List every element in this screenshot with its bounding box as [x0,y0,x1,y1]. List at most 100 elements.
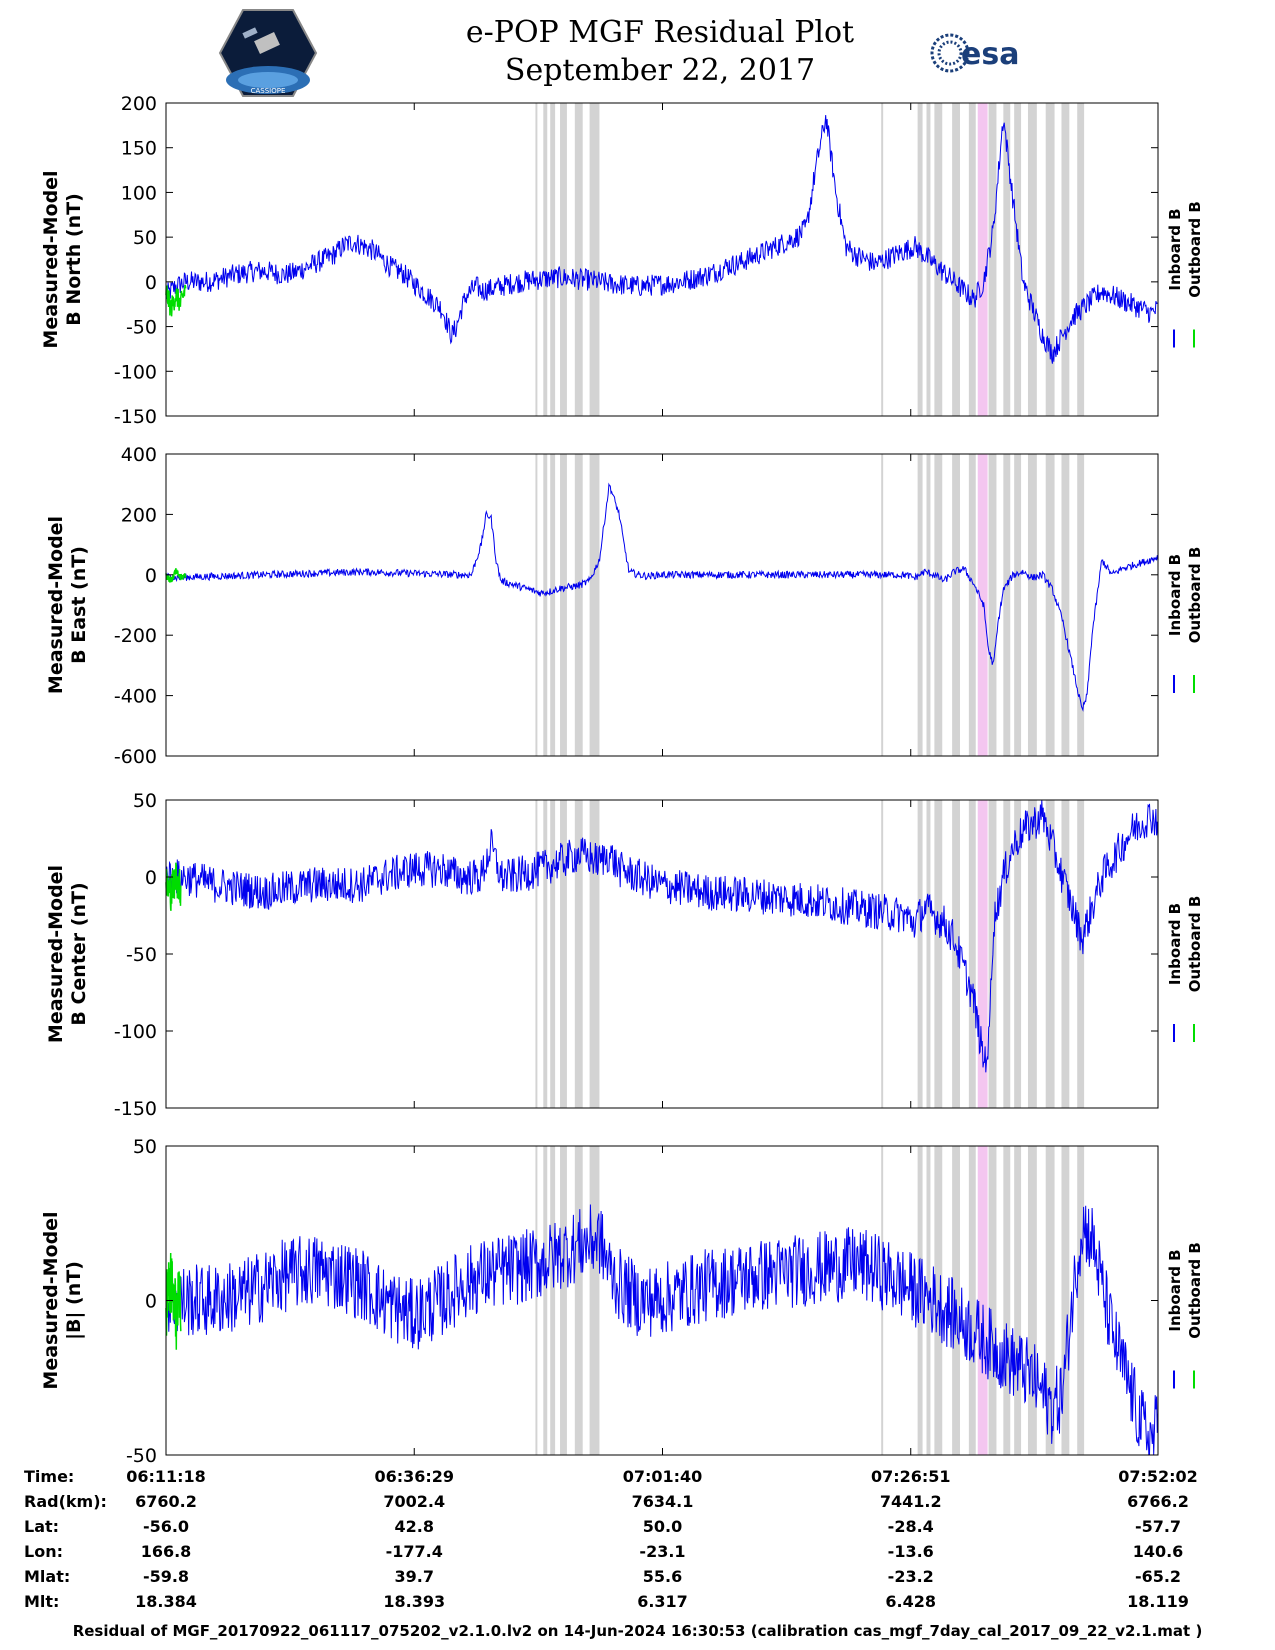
y-axis-label-line1: Measured-Model [40,1211,62,1389]
gray-band [1061,800,1070,1108]
legend-outboard-label: Outboard B [1186,896,1204,993]
y-tick-label: 50 [133,227,157,249]
y-tick-label: 200 [121,93,157,115]
gray-band [1077,454,1085,756]
y-axis-label-line2: B Center (nT) [68,882,90,1025]
y-tick-label: -600 [114,746,157,768]
gray-band [560,1146,567,1455]
gray-band [917,800,923,1108]
table-row-label: Time: [24,1467,74,1486]
gray-band [1003,103,1011,416]
gray-band [535,103,538,416]
table-cell: -59.8 [143,1567,189,1586]
series-outboard-line [165,1252,182,1350]
legend-inboard-label: Inboard B [1166,208,1184,290]
gray-band [1077,103,1085,416]
table-cell: 6766.2 [1127,1492,1189,1511]
table-cell: 06:11:18 [126,1467,206,1486]
series-inboard-line [165,115,1159,364]
gray-band [917,454,923,756]
gray-band [1014,103,1022,416]
gray-band [934,454,943,756]
gray-band [952,800,960,1108]
legend: Inboard B Outboard B [1166,201,1204,348]
pink-band [977,800,988,1108]
y-tick-label: -150 [114,406,157,428]
gray-band [1027,800,1037,1108]
gray-band [1077,800,1085,1108]
y-axis-label: Measured-ModelB East (nT) [45,516,90,694]
y-tick-label: 200 [121,504,157,526]
gray-band [926,800,931,1108]
table-cell: 166.8 [141,1542,192,1561]
gray-band [543,103,548,416]
ephemeris-table: Time: Rad(km): Lat: Lon: Mlat: Mlt: 06:11:18 67… [24,1467,1198,1611]
gray-band [560,103,567,416]
gray-band [1027,454,1037,756]
series-inboard-line [165,482,1159,712]
gray-band [968,1146,976,1455]
table-cell: -56.0 [143,1517,189,1536]
gray-band [968,454,976,756]
gray-band [952,454,960,756]
gray-band [535,454,538,756]
y-axis-label-line2: |B| (nT) [63,1261,85,1340]
gray-band [1003,454,1011,756]
gray-band [917,103,923,416]
table-cell: -23.2 [888,1567,934,1586]
gray-band [560,454,567,756]
gray-band [589,103,600,416]
gray-band [550,103,556,416]
gray-band [968,800,976,1108]
y-axis-label-line1: Measured-Model [45,865,67,1043]
y-axis-label: Measured-Model|B| (nT) [40,1211,85,1389]
plot-title-line1: e-POP MGF Residual Plot [465,15,855,50]
gray-band [1003,1146,1011,1455]
y-tick-label: -50 [126,1445,157,1467]
gray-band [1014,1146,1022,1455]
gray-band [550,1146,556,1455]
cassiope-caption: CASSIOPE [251,87,286,95]
gray-band [535,1146,538,1455]
y-tick-label: 400 [121,444,157,466]
gray-band [1045,454,1055,756]
footer-caption: Residual of MGF_20170922_061117_075202_v… [72,1622,1203,1640]
table-cell: 7634.1 [632,1492,694,1511]
table-cell: -23.1 [639,1542,685,1561]
y-axis-label-line1: Measured-Model [40,170,62,348]
table-cell: 6.317 [637,1592,688,1611]
y-tick-label: 0 [145,272,157,294]
legend-inboard-label: Inboard B [1166,1249,1184,1331]
y-tick-label: -200 [114,625,157,647]
table-cell: 7002.4 [383,1492,445,1511]
series-outboard-line [165,568,187,583]
gray-band [988,1146,997,1455]
y-tick-label: 0 [145,1291,157,1313]
gray-band [1061,103,1070,416]
esa-logo: esa [930,33,1019,73]
legend: Inboard B Outboard B [1166,896,1204,1042]
gray-band [574,454,583,756]
gray-band [934,800,943,1108]
y-tick-label: 150 [121,138,157,160]
table-cell: 6.428 [885,1592,936,1611]
legend-inboard-label: Inboard B [1166,554,1184,636]
gray-band [535,800,538,1108]
table-cell: 18.393 [383,1592,445,1611]
table-cell: 6760.2 [135,1492,197,1511]
y-axis-label-line1: Measured-Model [45,516,67,694]
table-cell: 18.384 [135,1592,197,1611]
series-outboard-line [165,284,187,317]
gray-band [1061,1146,1070,1455]
gray-band [543,1146,548,1455]
gray-band [926,103,931,416]
table-cell: 18.119 [1127,1592,1189,1611]
y-axis-label-line2: B East (nT) [68,546,90,664]
gray-band [560,800,567,1108]
gray-band [926,454,931,756]
gray-band [1014,800,1022,1108]
legend-outboard-label: Outboard B [1186,547,1204,644]
y-axis-label: Measured-ModelB Center (nT) [45,865,90,1043]
gray-band [1003,800,1011,1108]
y-tick-label: -150 [114,1098,157,1120]
